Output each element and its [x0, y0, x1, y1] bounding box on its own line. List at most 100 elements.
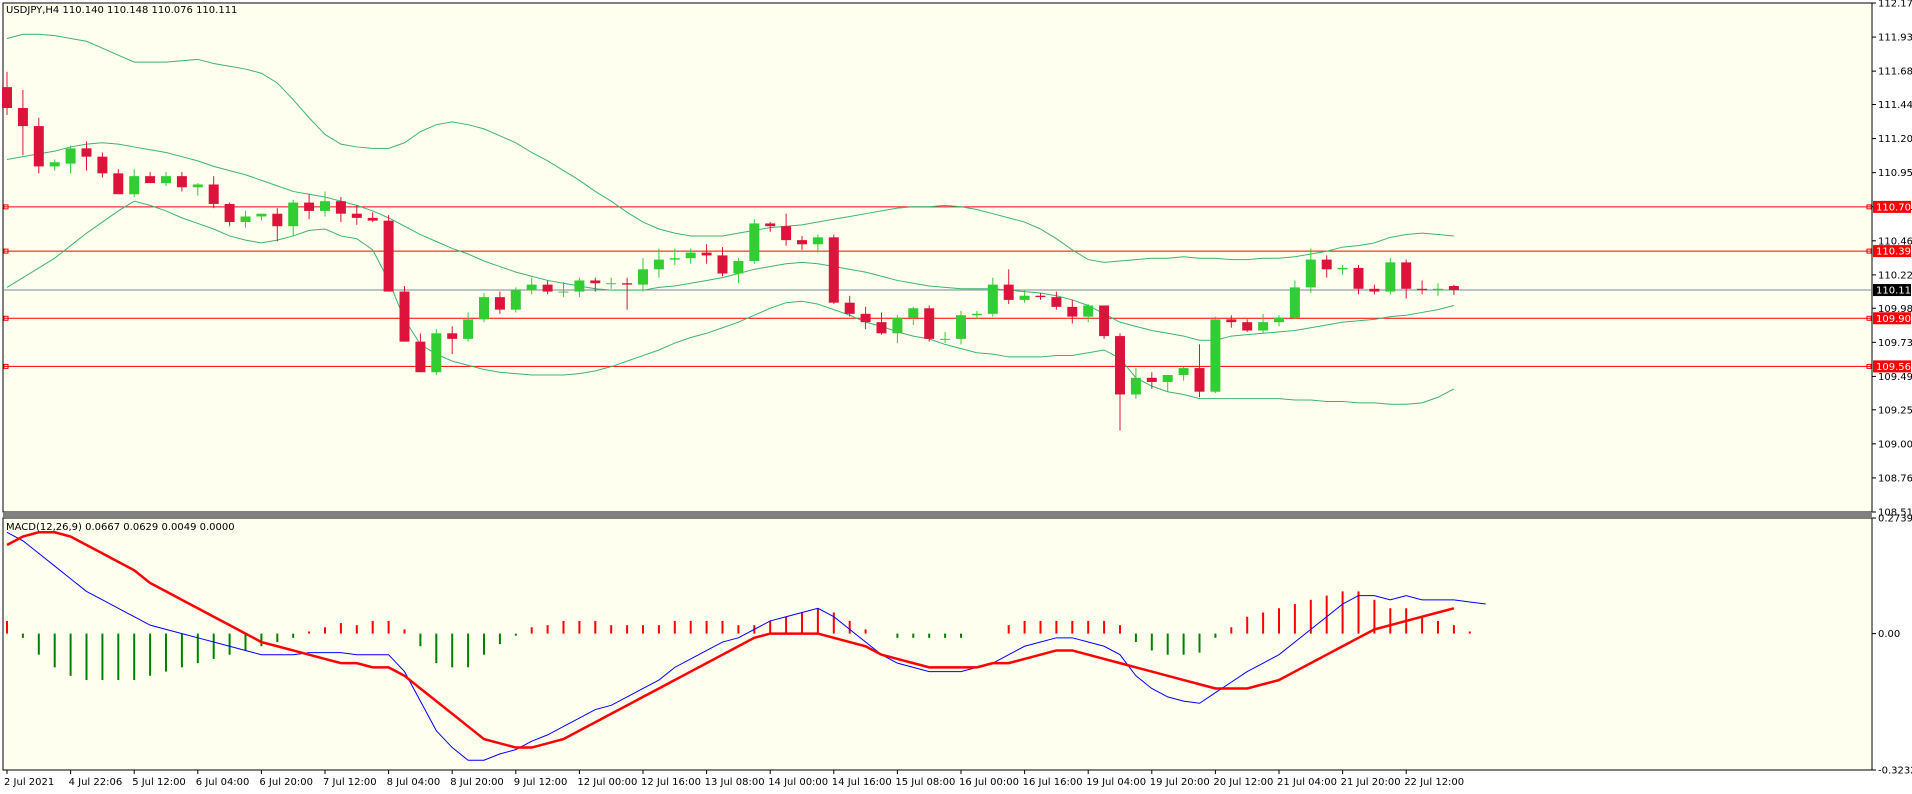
- time-tick-label: 19 Jul 04:00: [1086, 777, 1146, 788]
- bull-candle: [1433, 288, 1443, 291]
- bear-candle: [844, 302, 855, 314]
- time-tick-label: 21 Jul 04:00: [1277, 777, 1337, 788]
- bear-candle: [335, 201, 346, 214]
- bear-candle: [383, 220, 394, 292]
- bull-candle: [1162, 375, 1173, 382]
- bull-candle: [940, 338, 951, 340]
- time-tick-label: 2 Jul 2021: [4, 777, 54, 788]
- price-tick-label: 109.980: [1878, 304, 1912, 315]
- macd-tick-label: 0.00: [1878, 629, 1900, 640]
- price-tick-label: 111.685: [1878, 67, 1912, 78]
- bear-candle: [208, 184, 219, 204]
- time-tick-label: 12 Jul 16:00: [641, 777, 701, 788]
- bear-candle: [1146, 377, 1157, 382]
- pane-separator: [3, 512, 1872, 518]
- bull-candle: [653, 259, 664, 270]
- bollinger-upper-band: [6, 33, 1454, 263]
- price-tick-label: 111.445: [1878, 100, 1912, 111]
- time-tick-label: 12 Jul 00:00: [577, 777, 637, 788]
- bear-candle: [1115, 336, 1125, 395]
- bull-candle: [1274, 317, 1284, 323]
- bull-candle: [49, 162, 60, 167]
- time-tick-label: 9 Jul 12:00: [514, 777, 568, 788]
- bear-candle: [367, 217, 378, 221]
- price-level-anchor-left: [3, 315, 9, 321]
- bear-candle: [1369, 288, 1380, 292]
- price-level-tag: [1873, 245, 1911, 258]
- current-price-tag: [1873, 284, 1911, 297]
- bull-candle: [431, 333, 442, 373]
- price-level-tag: [1873, 360, 1911, 373]
- bear-candle: [1226, 319, 1237, 323]
- bull-candle: [669, 258, 680, 260]
- bull-candle: [1130, 377, 1141, 395]
- bull-candle: [1019, 295, 1030, 300]
- bull-candle: [288, 202, 299, 227]
- bear-candle: [765, 223, 776, 227]
- macd-signal-line: [6, 531, 1455, 749]
- time-tick-label: 19 Jul 20:00: [1150, 777, 1210, 788]
- price-level-anchor-left: [3, 363, 9, 369]
- price-level-tag: [1873, 200, 1911, 213]
- bear-candle: [415, 341, 426, 373]
- time-tick-label: 14 Jul 00:00: [768, 777, 828, 788]
- bear-candle: [351, 213, 362, 218]
- time-tick-label: 6 Jul 04:00: [196, 777, 250, 788]
- price-level-label: 110.391: [1876, 247, 1912, 258]
- price-level-anchor-right: [1866, 248, 1872, 254]
- price-tick-label: 111.200: [1878, 134, 1912, 145]
- time-tick-label: 16 Jul 00:00: [959, 777, 1019, 788]
- time-tick-label: 6 Jul 20:00: [259, 777, 313, 788]
- bear-candle: [1051, 297, 1062, 307]
- bear-candle: [1067, 306, 1078, 317]
- time-tick-label: 14 Jul 16:00: [832, 777, 892, 788]
- bull-candle: [638, 269, 648, 285]
- time-tick-label: 13 Jul 08:00: [705, 777, 765, 788]
- macd-info: MACD(12,26,9) 0.0667 0.0629 0.0049 0.000…: [6, 522, 235, 533]
- time-tick-label: 5 Jul 12:00: [132, 777, 186, 788]
- time-tick-label: 8 Jul 20:00: [450, 777, 504, 788]
- bull-candle: [65, 148, 76, 164]
- bull-candle: [574, 280, 585, 292]
- bull-candle: [1083, 305, 1094, 317]
- bear-candle: [113, 173, 124, 195]
- bear-candle: [924, 308, 935, 339]
- bear-candle: [176, 176, 187, 188]
- bollinger-lower-band: [6, 200, 1455, 405]
- bull-candle: [685, 252, 696, 259]
- bull-candle: [1385, 262, 1396, 292]
- price-tick-label: 110.220: [1878, 270, 1912, 281]
- bull-candle: [558, 291, 569, 293]
- bull-candle: [892, 317, 903, 334]
- price-tick-label: 112.175: [1878, 0, 1912, 10]
- macd-tick-label: -0.3232: [1878, 766, 1912, 777]
- price-level-label: 110.709: [1876, 202, 1912, 213]
- bear-candle: [447, 333, 458, 339]
- price-tick-label: 109.735: [1878, 338, 1912, 349]
- bull-candle: [479, 297, 489, 320]
- bear-candle: [1417, 288, 1428, 291]
- price-level-label: 109.908: [1876, 314, 1912, 325]
- bear-candle: [860, 313, 871, 323]
- macd-pane: [2, 517, 1873, 771]
- bear-candle: [1321, 259, 1332, 270]
- bear-candle: [1035, 295, 1046, 298]
- bear-candle: [2, 87, 12, 108]
- time-tick-label: 8 Jul 04:00: [387, 777, 441, 788]
- macd-tick-label: 0.2739: [1878, 514, 1912, 525]
- time-tick-label: 20 Jul 12:00: [1213, 777, 1273, 788]
- price-tick-label: 109.250: [1878, 405, 1912, 416]
- bear-candle: [1099, 305, 1110, 337]
- bull-candle: [463, 319, 474, 339]
- bull-candle: [526, 284, 537, 291]
- time-tick-label: 21 Jul 20:00: [1341, 777, 1401, 788]
- current-price-label: 110.111: [1876, 286, 1912, 297]
- bear-candle: [272, 213, 283, 227]
- price-tick-label: 110.955: [1878, 168, 1912, 179]
- price-level-anchor-right: [1866, 204, 1872, 210]
- price-level-anchor-left: [3, 204, 9, 210]
- price-level-anchor-right: [1866, 363, 1872, 369]
- time-tick-label: 15 Jul 08:00: [895, 777, 955, 788]
- bear-candle: [542, 284, 553, 292]
- price-tick-label: 111.930: [1878, 33, 1912, 44]
